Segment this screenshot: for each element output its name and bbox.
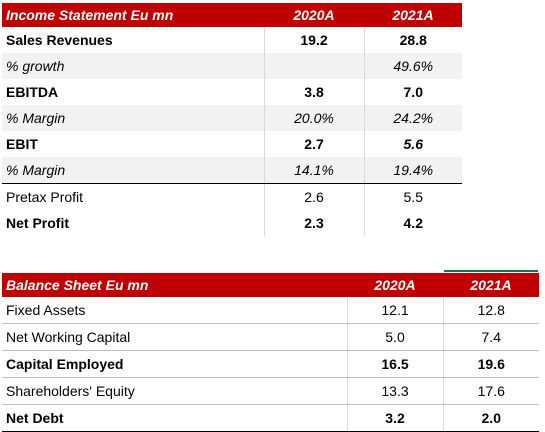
row-value-2020: 16.5 — [346, 350, 443, 378]
balance-sheet-table: Balance Sheet Eu mn 2020A 2021A Fixed As… — [2, 273, 539, 432]
row-value-2021: 17.6 — [442, 377, 539, 405]
balance-title: Balance Sheet Eu mn — [2, 273, 347, 297]
row-value-2020: 2.3 — [263, 210, 364, 236]
row-label: % Margin — [2, 157, 264, 184]
row-value-2021: 5.6 — [363, 131, 462, 157]
row-value-2021: 4.2 — [363, 210, 462, 236]
row-value-2020 — [263, 53, 364, 79]
balance-col-2021: 2021A — [443, 273, 539, 297]
table-row: Sales Revenues 19.2 28.8 — [2, 27, 462, 53]
income-statement-table: Income Statement Eu mn 2020A 2021A Sales… — [2, 3, 462, 236]
row-value-2020: 12.1 — [346, 297, 443, 324]
table-row: EBIT 2.7 5.6 — [2, 131, 462, 157]
table-row: % Margin 20.0% 24.2% — [2, 105, 462, 131]
table-row: Fixed Assets 12.1 12.8 — [2, 297, 539, 324]
row-value-2020: 2.7 — [263, 131, 364, 157]
row-label: Fixed Assets — [2, 297, 347, 324]
row-value-2020: 13.3 — [346, 377, 443, 405]
row-value-2021: 24.2% — [363, 105, 462, 131]
row-label: EBIT — [6, 136, 38, 152]
balance-col-2020: 2020A — [347, 273, 443, 297]
row-label: Pretax Profit — [6, 189, 84, 205]
table-row: Net Debt 3.2 2.0 — [2, 404, 539, 432]
row-label: % growth — [2, 53, 264, 79]
income-title: Income Statement Eu mn — [2, 3, 264, 27]
row-value-2021: 7.4 — [442, 323, 539, 351]
table-row: Pretax Profit 2.6 5.5 — [2, 183, 462, 210]
table-row: % Margin 14.1% 19.4% — [2, 157, 462, 184]
row-value-2021: 28.8 — [363, 27, 462, 53]
row-label: EBITDA — [6, 84, 59, 100]
balance-header-row: Balance Sheet Eu mn 2020A 2021A — [2, 273, 539, 297]
row-value-2020: 3.2 — [346, 404, 443, 432]
row-label: Shareholders' Equity — [2, 377, 347, 405]
income-col-2021: 2021A — [364, 3, 462, 27]
row-value-2021: 2.0 — [442, 404, 539, 432]
row-value-2021: 5.5 — [363, 183, 462, 210]
row-label: Net Debt — [2, 404, 347, 432]
row-value-2021: 19.4% — [363, 157, 462, 184]
row-label: % Margin — [2, 105, 264, 131]
accent-line — [444, 270, 538, 272]
table-row: Capital Employed 16.5 19.6 — [2, 350, 539, 378]
row-label: Net Working Capital — [2, 323, 347, 351]
table-row: Shareholders' Equity 13.3 17.6 — [2, 377, 539, 405]
row-value-2020: 14.1% — [263, 157, 364, 184]
row-label: Capital Employed — [2, 350, 347, 378]
row-value-2021: 12.8 — [442, 297, 539, 324]
table-row: EBITDA 3.8 7.0 — [2, 79, 462, 105]
table-row: % growth 49.6% — [2, 53, 462, 79]
row-label: Net Profit — [6, 215, 69, 231]
row-value-2021: 49.6% — [363, 53, 462, 79]
row-value-2020: 3.8 — [263, 79, 364, 105]
row-value-2020: 19.2 — [263, 27, 364, 53]
row-value-2020: 5.0 — [346, 323, 443, 351]
row-value-2021: 19.6 — [442, 350, 539, 378]
income-header-row: Income Statement Eu mn 2020A 2021A — [2, 3, 462, 27]
table-row: Net Working Capital 5.0 7.4 — [2, 323, 539, 351]
table-row: Net Profit 2.3 4.2 — [2, 210, 462, 236]
income-col-2020: 2020A — [264, 3, 364, 27]
row-label: Sales Revenues — [6, 32, 113, 48]
row-value-2020: 2.6 — [263, 183, 364, 210]
row-value-2021: 7.0 — [363, 79, 462, 105]
row-value-2020: 20.0% — [263, 105, 364, 131]
